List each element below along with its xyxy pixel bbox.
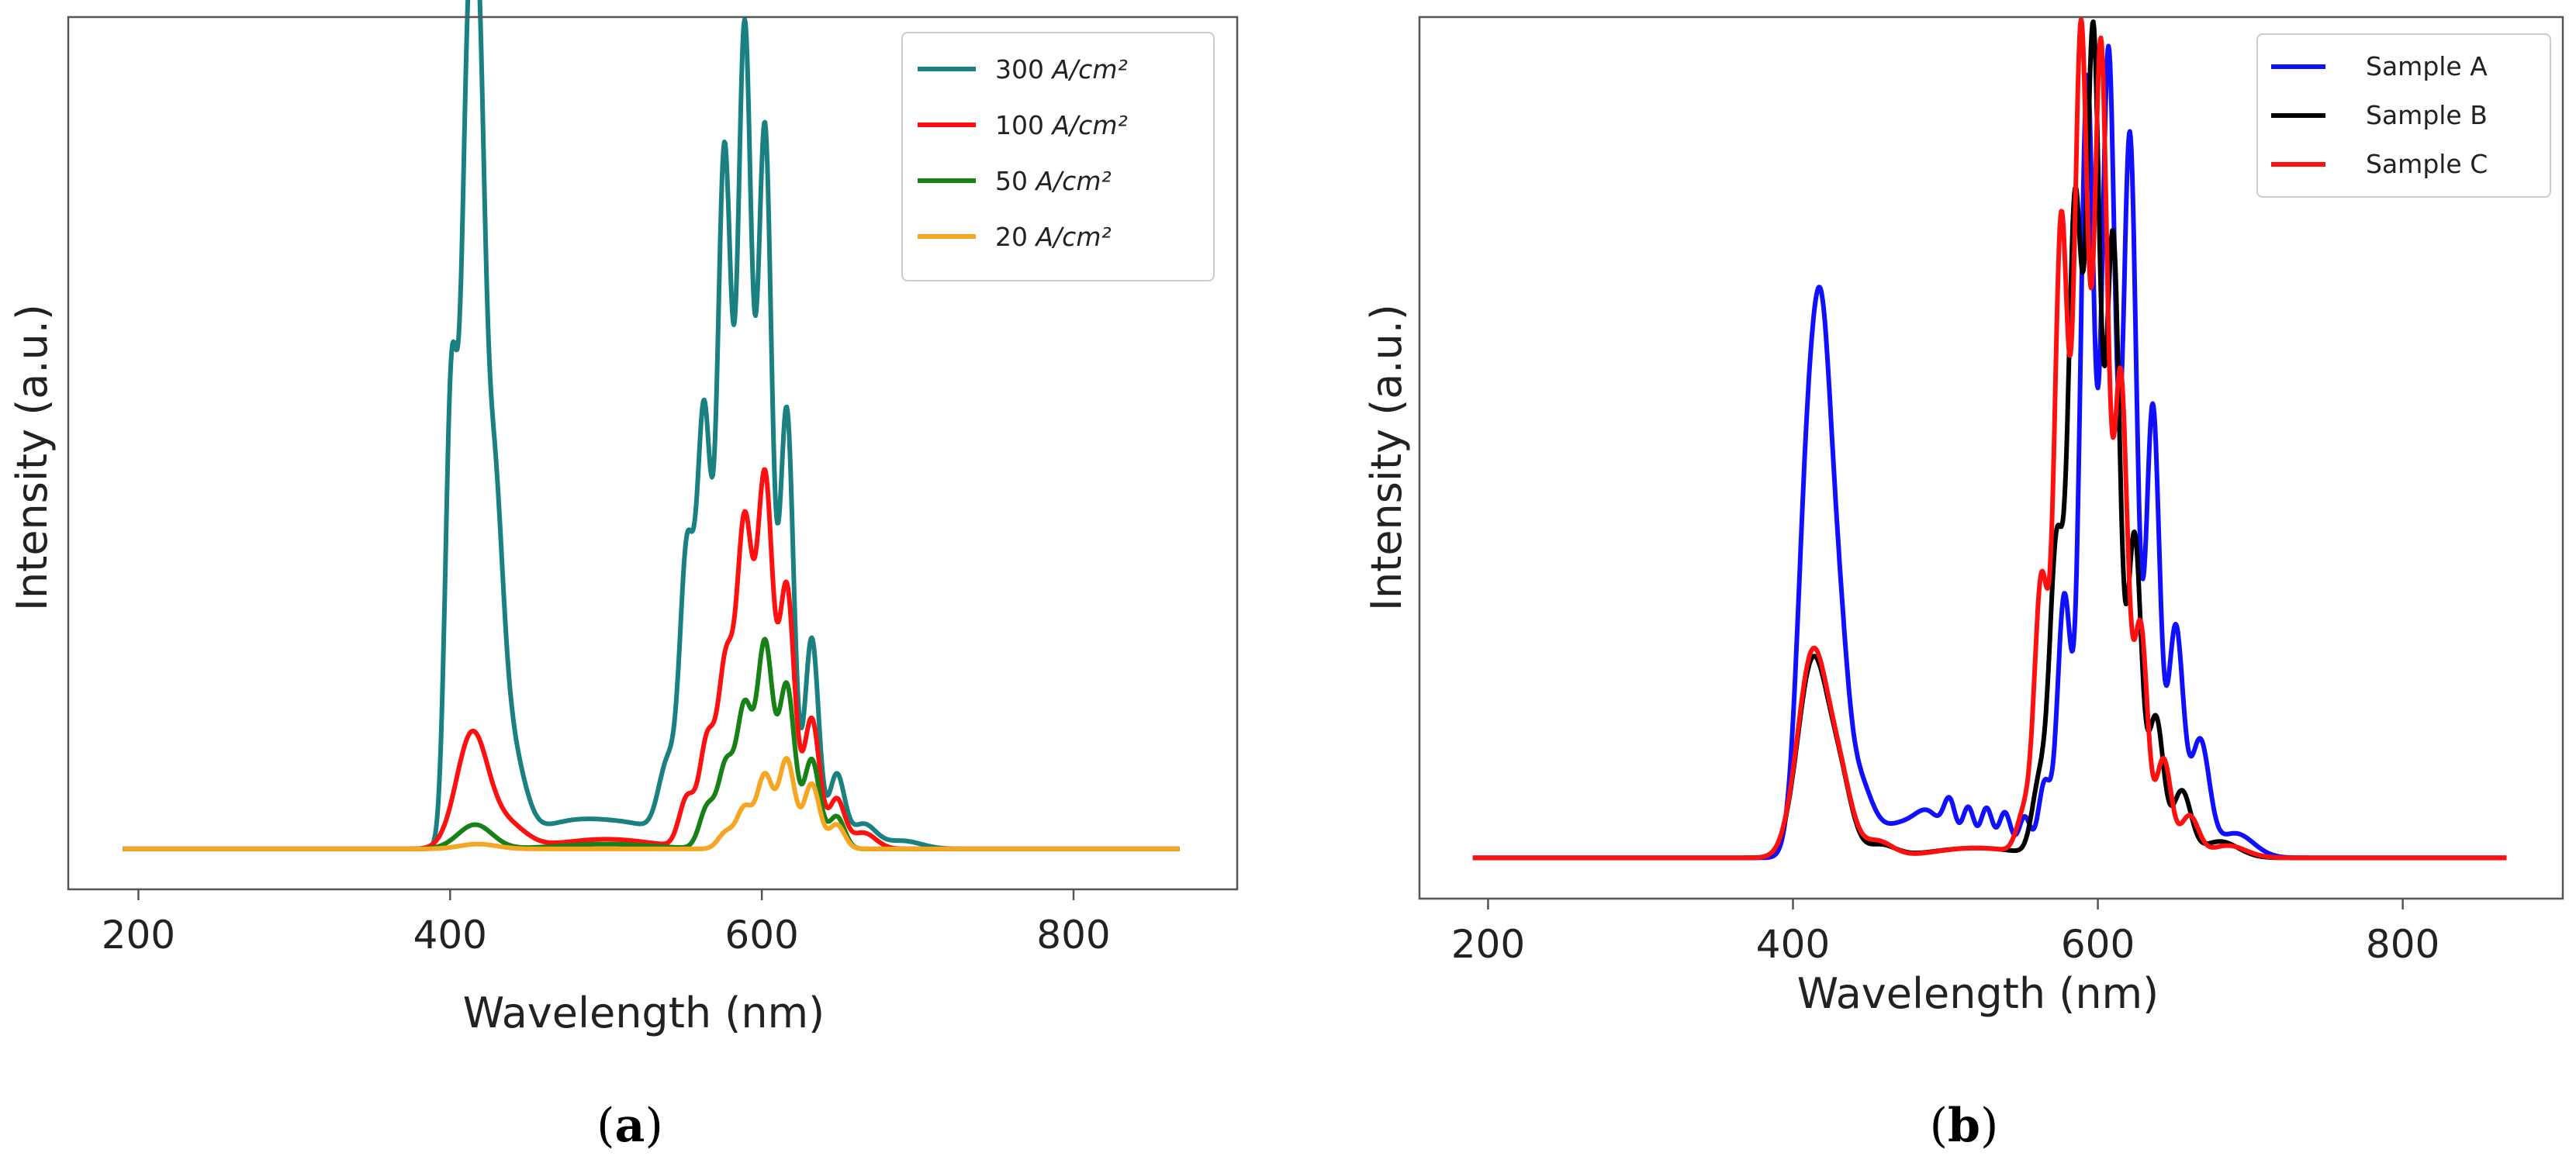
- legend-entry-label: 20 A/cm²: [995, 222, 1112, 252]
- x-tick-label: 800: [2366, 922, 2439, 967]
- legend-entry-label: 100 A/cm²: [995, 110, 1128, 140]
- panel-a-label-letter: a: [615, 1099, 645, 1153]
- x-tick-label: 200: [1451, 922, 1525, 967]
- panel-b-legend: Sample A Sample B Sample C: [2256, 33, 2551, 198]
- legend-unit: A/cm²: [1034, 222, 1111, 252]
- x-tick-label: 600: [724, 913, 798, 958]
- panel-b-y-axis-label: Intensity (a.u.): [1362, 304, 1411, 611]
- legend-entry-label: Sample C: [2366, 149, 2488, 179]
- panel-a-legend: 300 A/cm² 100 A/cm² 50 A/cm² 20 A/cm²: [901, 32, 1215, 281]
- x-tick-label: 800: [1036, 913, 1110, 958]
- panel-b-plot-area: [1471, 16, 2509, 861]
- legend-entry-300: 300 A/cm²: [918, 54, 1128, 85]
- legend-entry-label: Sample A: [2366, 51, 2488, 81]
- panel-b-label-letter: b: [1948, 1099, 1980, 1153]
- legend-value: 50: [995, 166, 1036, 196]
- legend-entry-sample-a: Sample A: [2271, 51, 2488, 81]
- panel-b-x-axis-label: Wavelength (nm): [1797, 969, 2159, 1018]
- legend-entry-sample-b: Sample B: [2271, 100, 2488, 130]
- legend-entry-label: Sample B: [2366, 100, 2488, 130]
- legend-value: 100: [995, 110, 1052, 140]
- legend-unit: A/cm²: [1050, 110, 1127, 140]
- legend-entry-label: 50 A/cm²: [995, 166, 1112, 196]
- legend-entry-20: 20 A/cm²: [918, 222, 1112, 252]
- legend-entry-label: 300 A/cm²: [995, 54, 1128, 85]
- panel-b-x-ticks: 200 400 600 800: [1451, 899, 2439, 967]
- panel-a-plot-area: [121, 0, 1181, 851]
- panel-b-axes-frame: [1418, 16, 2564, 900]
- legend-entry-50: 50 A/cm²: [918, 166, 1112, 196]
- panel-a-label: (a): [596, 1099, 663, 1153]
- panel-a-y-axis-label: Intensity (a.u.): [8, 304, 57, 611]
- series-line-20-a-cm-: [121, 756, 1181, 851]
- series-line-100-a-cm-: [121, 467, 1181, 851]
- x-tick-label: 600: [2061, 922, 2135, 967]
- legend-entry-100: 100 A/cm²: [918, 110, 1128, 140]
- panel-a: 200 400 600 800 Wavelength (nm) Intensity (…: [8, 0, 1239, 1153]
- panel-b: 200 400 600 800 Wavelength (nm) Intensity (…: [1362, 16, 2564, 1153]
- legend-entry-sample-c: Sample C: [2271, 149, 2488, 179]
- panel-a-axes-frame: [67, 16, 1239, 891]
- legend-value: 300: [995, 54, 1052, 85]
- panel-b-legend-frame: [2256, 33, 2551, 198]
- x-tick-label: 400: [1756, 922, 1830, 967]
- x-tick-label: 400: [413, 913, 487, 958]
- panel-a-x-axis-label: Wavelength (nm): [463, 989, 825, 1037]
- panel-a-legend-frame: [901, 32, 1215, 281]
- panel-b-label: (b): [1930, 1099, 1999, 1153]
- legend-unit: A/cm²: [1050, 54, 1127, 85]
- legend-value: 20: [995, 222, 1036, 252]
- x-tick-label: 200: [102, 913, 175, 958]
- panel-a-x-ticks: 200 400 600 800: [102, 889, 1111, 958]
- series-line-sample-c: [1471, 16, 2509, 861]
- legend-unit: A/cm²: [1034, 166, 1111, 196]
